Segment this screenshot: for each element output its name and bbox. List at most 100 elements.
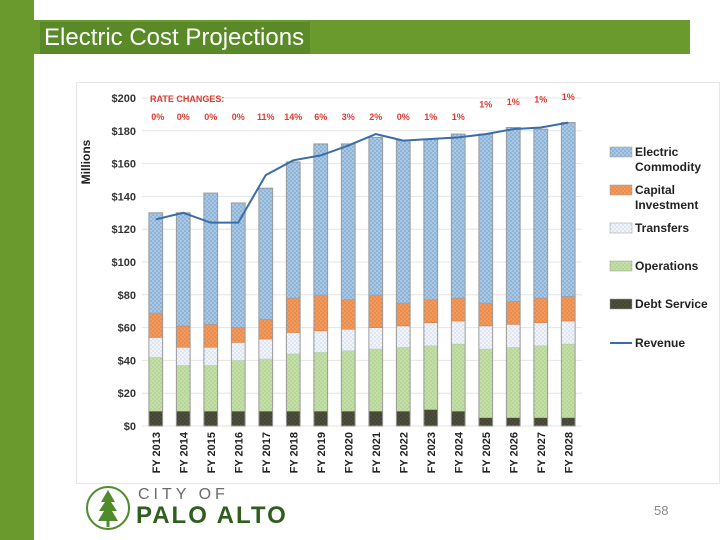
x-tick-label: FY 2024 <box>453 431 465 473</box>
bar-segment-transfers <box>423 322 438 346</box>
bar-segment-operations <box>533 345 548 419</box>
y-tick-label: $120 <box>112 224 136 236</box>
bar-segment-capital-investment <box>506 301 521 325</box>
bar-segment-debt-service <box>231 410 246 427</box>
bar-segment-debt-service <box>396 410 411 427</box>
rate-change-label: 1% <box>534 95 547 105</box>
y-tick-label: $80 <box>118 290 136 302</box>
bar-segment-debt-service <box>148 410 163 427</box>
rate-change-label: 1% <box>452 112 465 122</box>
bar-segment-operations <box>231 360 246 412</box>
bar-outline <box>450 133 466 427</box>
bar-segment-electric-commodity <box>286 161 301 299</box>
rate-change-label: 0% <box>151 112 164 122</box>
x-tick-label: FY 2021 <box>371 432 383 473</box>
bar-segment-operations <box>148 356 163 412</box>
y-tick-label: $20 <box>118 388 136 400</box>
rate-change-label: 0% <box>177 112 190 122</box>
bar-segment-transfers <box>533 322 548 346</box>
legend-swatch <box>609 146 633 158</box>
bar-segment-debt-service <box>203 410 218 427</box>
legend-swatch <box>609 184 633 196</box>
y-tick-label: $140 <box>112 191 136 203</box>
bar-segment-electric-commodity <box>396 140 411 304</box>
x-tick-label: FY 2020 <box>343 432 355 473</box>
bar-segment-debt-service <box>451 410 466 427</box>
bar-segment-debt-service <box>423 409 438 427</box>
rate-change-label: 14% <box>284 112 302 122</box>
rate-change-label: 1% <box>562 92 575 102</box>
bar-outline <box>340 143 356 427</box>
bar-segment-electric-commodity <box>368 137 383 296</box>
x-tick-label: FY 2013 <box>151 432 163 473</box>
bar-segment-transfers <box>451 320 466 345</box>
rate-change-label: 0% <box>232 112 245 122</box>
bar-segment-transfers <box>561 320 576 345</box>
electric-cost-chart: $0 $20 $40 $60 $80 $100 $120 $140 $160 $180 $200 M… <box>79 92 708 473</box>
city-logo <box>86 486 130 530</box>
bar-segment-electric-commodity <box>533 128 548 299</box>
bar-segment-capital-investment <box>286 297 301 333</box>
x-tick-label: FY 2019 <box>316 432 328 473</box>
x-tick-label: FY 2015 <box>206 432 218 473</box>
bar-outline <box>203 192 219 427</box>
bar-segment-debt-service <box>341 410 356 427</box>
bar-segment-debt-service <box>313 410 328 427</box>
bar-segment-operations <box>478 348 493 419</box>
bar-segment-capital-investment <box>231 327 246 343</box>
bar-segment-debt-service <box>561 417 576 427</box>
bar-segment-capital-investment <box>561 296 576 322</box>
rate-change-label: 0% <box>397 112 410 122</box>
y-tick-label: $200 <box>112 93 136 105</box>
bar-segment-electric-commodity <box>148 212 163 314</box>
bar-segment-operations <box>203 365 218 412</box>
legend-label: Electric Commodity <box>635 145 701 174</box>
bar-segment-capital-investment <box>176 325 191 348</box>
page-number: 58 <box>654 503 669 518</box>
bar-segment-operations <box>176 365 191 412</box>
rate-change-label: 1% <box>507 97 520 107</box>
y-tick-label: $60 <box>118 323 136 335</box>
y-tick-label: $0 <box>124 421 136 433</box>
rate-change-label: 1% <box>479 100 492 110</box>
rate-change-label: 2% <box>369 112 382 122</box>
bar-segment-capital-investment <box>533 297 548 323</box>
x-tick-label: FY 2027 <box>536 432 548 473</box>
bar-segment-capital-investment <box>423 299 438 323</box>
bar-outline <box>258 187 274 427</box>
bar-segment-debt-service <box>368 410 383 427</box>
x-tick-label: FY 2017 <box>261 432 273 473</box>
bar-segment-transfers <box>203 347 218 366</box>
bar-outline <box>368 136 384 427</box>
x-tick-label: FY 2028 <box>563 432 575 473</box>
left-accent-bar <box>0 0 34 540</box>
tree-icon <box>86 486 130 530</box>
bar-segment-operations <box>286 353 301 412</box>
x-tick-label: FY 2023 <box>426 432 438 473</box>
bar-outline <box>230 202 246 427</box>
rate-change-label: 1% <box>424 112 437 122</box>
legend-swatch <box>609 222 633 234</box>
bar-segment-transfers <box>176 347 191 366</box>
bar-segment-transfers <box>148 337 163 358</box>
bar-segment-debt-service <box>533 417 548 427</box>
bar-segment-capital-investment <box>148 312 163 338</box>
bar-segment-capital-investment <box>396 302 411 327</box>
bar-segment-transfers <box>368 327 383 350</box>
bar-segment-electric-commodity <box>203 192 218 325</box>
bar-segment-electric-commodity <box>258 187 273 320</box>
x-tick-label: FY 2022 <box>398 432 410 473</box>
x-tick-label: FY 2018 <box>288 432 300 473</box>
y-axis-label: Millions <box>79 139 93 184</box>
bar-segment-electric-commodity <box>451 133 466 299</box>
bar-segment-operations <box>258 358 273 412</box>
legend-label: Transfers <box>635 221 689 235</box>
bar-segment-debt-service <box>258 410 273 427</box>
x-tick-label: FY 2014 <box>178 431 190 473</box>
bar-outline <box>285 161 301 427</box>
bar-segment-transfers <box>231 342 246 361</box>
bar-segment-capital-investment <box>203 324 218 348</box>
bar-segment-transfers <box>258 338 273 360</box>
legend-label: Revenue <box>635 336 685 350</box>
rate-change-label: 3% <box>342 112 355 122</box>
